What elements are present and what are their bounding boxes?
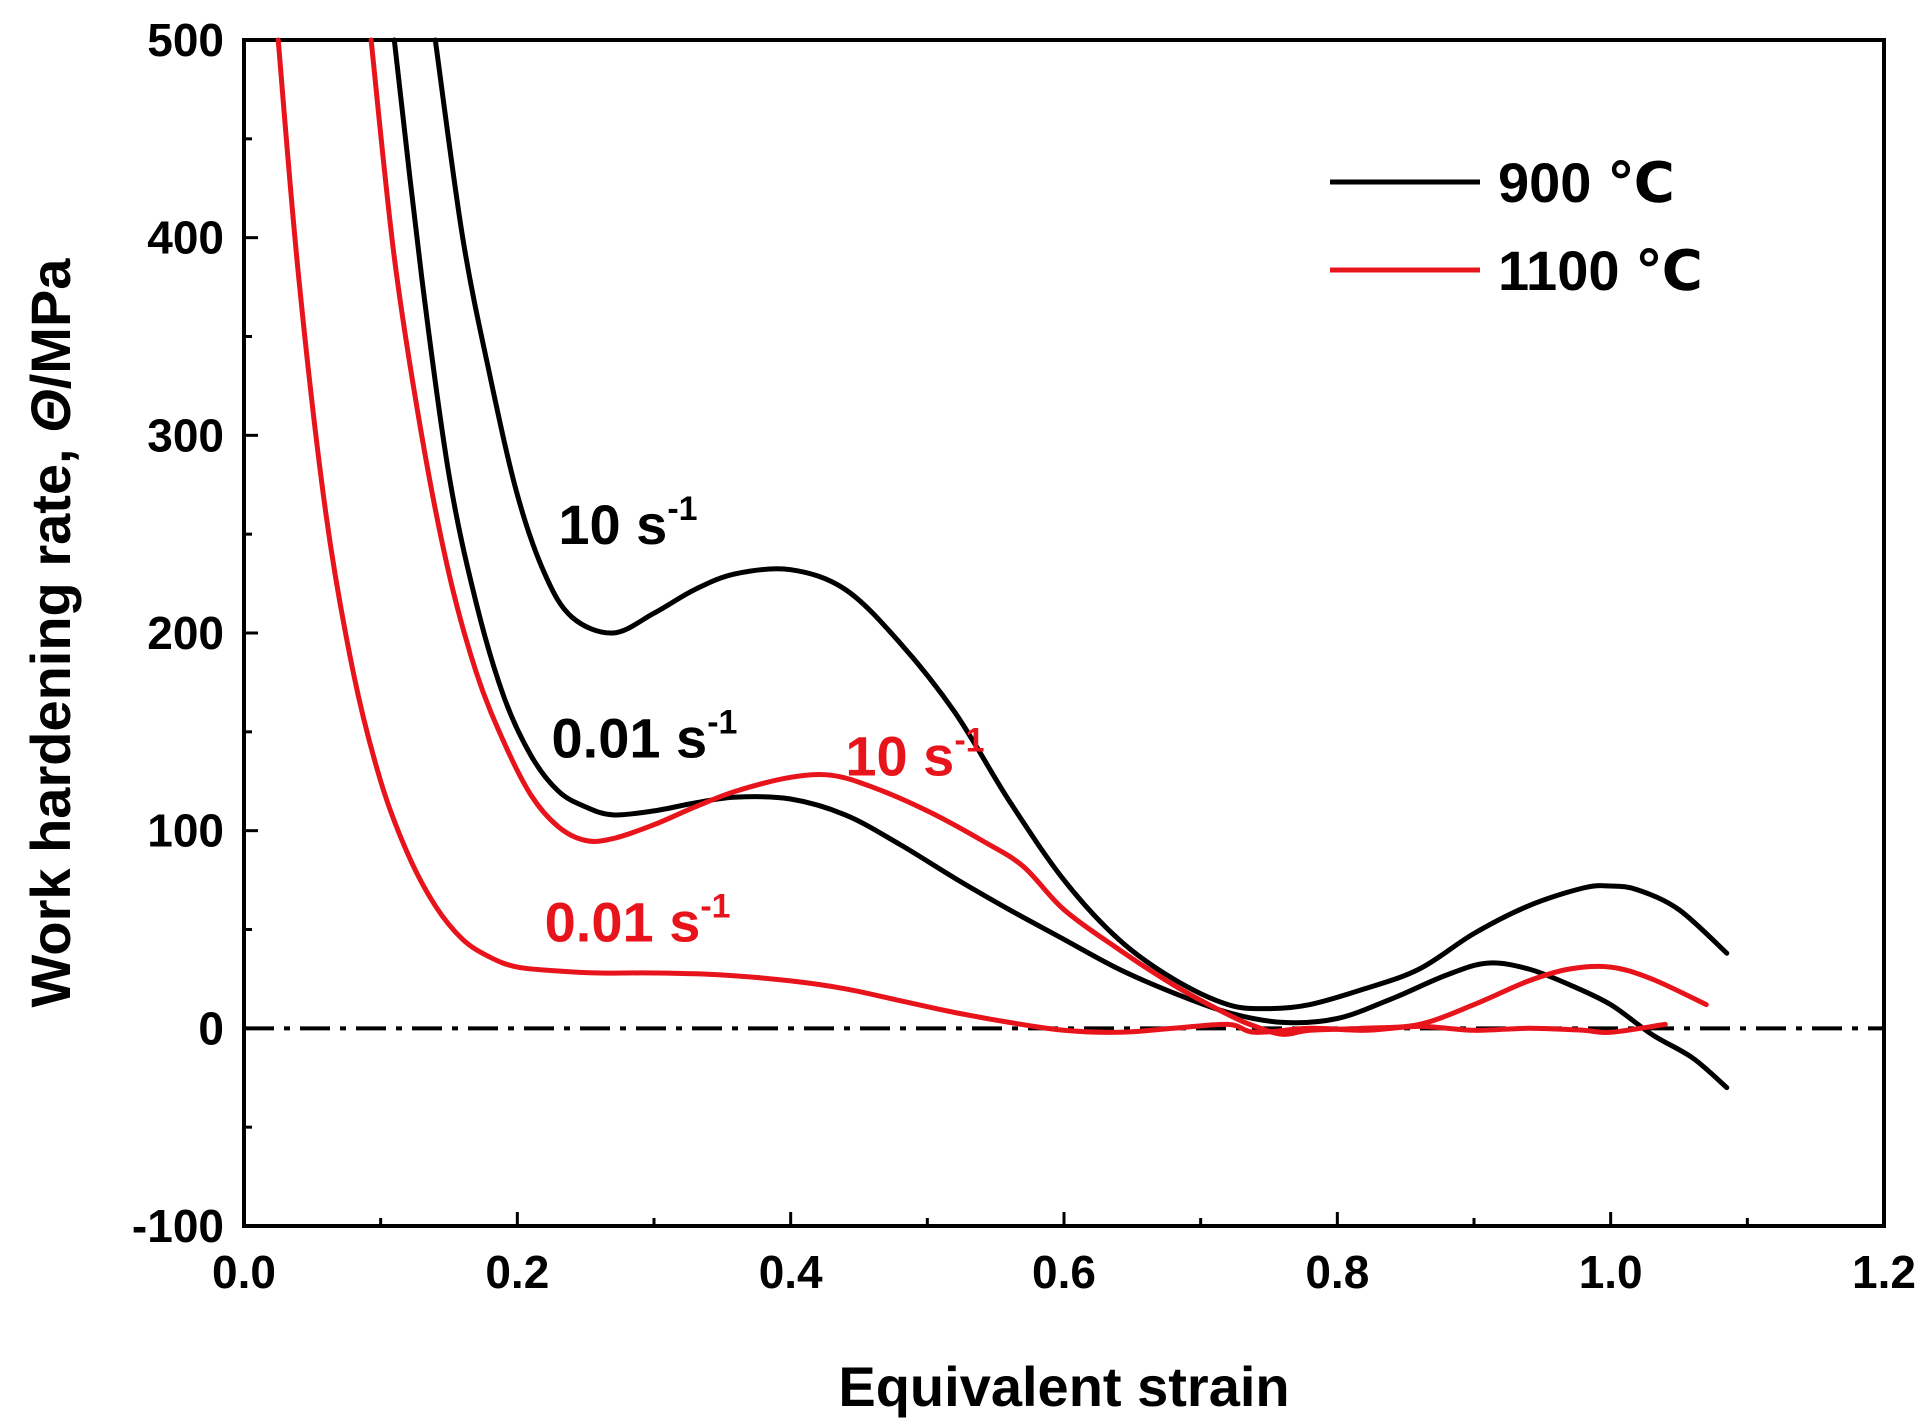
y-axis-title-prefix: Work hardening rate, xyxy=(19,433,82,1008)
annotation-exponent: -1 xyxy=(700,887,730,925)
y-axis-title-symbol: Θ xyxy=(19,389,82,433)
legend-label-900: 900 ℃ xyxy=(1498,151,1675,214)
series-900c-10 xyxy=(432,37,1730,1012)
legend-label-1100: 1100 ℃ xyxy=(1498,239,1703,302)
annotation-base: 0.01 s xyxy=(552,707,708,770)
x-tick-label: 1.2 xyxy=(1852,1246,1916,1298)
legend: 900 ℃ 1100 ℃ xyxy=(1330,151,1703,302)
series-1100c-0-01 xyxy=(275,37,1668,1036)
annotation-base: 0.01 s xyxy=(545,890,701,953)
y-tick-label: 100 xyxy=(147,805,224,857)
x-tick-label: 1.0 xyxy=(1579,1246,1643,1298)
y-tick-label: 200 xyxy=(147,607,224,659)
annotation-exponent: -1 xyxy=(667,490,697,528)
y-tick-label: 400 xyxy=(147,212,224,264)
x-tick-label: 0.8 xyxy=(1305,1246,1369,1298)
x-tick-label: 0.4 xyxy=(759,1246,823,1298)
annotation-exponent: -1 xyxy=(954,721,984,759)
curve-annotation: 10 s-1 xyxy=(558,490,697,556)
x-tick-label: 0.0 xyxy=(212,1246,276,1298)
x-axis-title: Equivalent strain xyxy=(838,1355,1289,1418)
y-axis-title-unit: /MPa xyxy=(19,258,82,390)
series-900c-0-01 xyxy=(391,37,1730,1091)
curve-annotation: 0.01 s-1 xyxy=(552,704,738,770)
annotation-layer: 10 s-10.01 s-110 s-10.01 s-1 xyxy=(545,490,985,953)
annotation-base: 10 s xyxy=(558,493,667,556)
y-axis-title: Work hardening rate, Θ/MPa xyxy=(19,258,82,1008)
annotation-base: 10 s xyxy=(845,724,954,787)
annotation-exponent: -1 xyxy=(707,704,737,742)
curve-annotation: 10 s-1 xyxy=(845,721,984,787)
y-tick-label: 0 xyxy=(198,1002,224,1054)
x-tick-label: 0.2 xyxy=(485,1246,549,1298)
x-tick-label: 0.6 xyxy=(1032,1246,1096,1298)
tick-layer: 0.0 0.2 0.4 0.6 0.8 1.0 1.2 -100 0 100 200 300 400 50… xyxy=(132,14,1916,1298)
curve-annotation: 0.01 s-1 xyxy=(545,887,731,953)
y-tick-label: 500 xyxy=(147,14,224,66)
y-tick-label: 300 xyxy=(147,409,224,461)
y-tick-label: -100 xyxy=(132,1200,224,1252)
series-layer xyxy=(275,37,1730,1091)
plot-frame xyxy=(242,38,1886,1228)
